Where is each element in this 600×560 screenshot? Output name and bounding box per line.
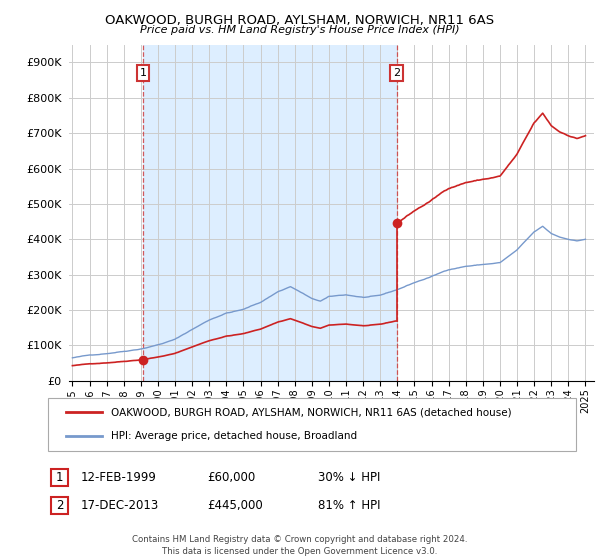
Text: Contains HM Land Registry data © Crown copyright and database right 2024.
This d: Contains HM Land Registry data © Crown c… — [132, 535, 468, 556]
Text: 1: 1 — [139, 68, 146, 78]
Text: 30% ↓ HPI: 30% ↓ HPI — [318, 470, 380, 484]
Text: 2: 2 — [56, 498, 63, 512]
Text: 81% ↑ HPI: 81% ↑ HPI — [318, 498, 380, 512]
Text: Price paid vs. HM Land Registry's House Price Index (HPI): Price paid vs. HM Land Registry's House … — [140, 25, 460, 35]
Text: OAKWOOD, BURGH ROAD, AYLSHAM, NORWICH, NR11 6AS: OAKWOOD, BURGH ROAD, AYLSHAM, NORWICH, N… — [106, 14, 494, 27]
Text: 2: 2 — [393, 68, 400, 78]
Text: OAKWOOD, BURGH ROAD, AYLSHAM, NORWICH, NR11 6AS (detached house): OAKWOOD, BURGH ROAD, AYLSHAM, NORWICH, N… — [111, 408, 512, 418]
Text: HPI: Average price, detached house, Broadland: HPI: Average price, detached house, Broa… — [111, 431, 357, 441]
Text: 1: 1 — [56, 470, 63, 484]
Text: 17-DEC-2013: 17-DEC-2013 — [81, 498, 159, 512]
Text: 12-FEB-1999: 12-FEB-1999 — [81, 470, 157, 484]
Bar — [143, 45, 397, 381]
Text: £445,000: £445,000 — [207, 498, 263, 512]
Text: £60,000: £60,000 — [207, 470, 255, 484]
